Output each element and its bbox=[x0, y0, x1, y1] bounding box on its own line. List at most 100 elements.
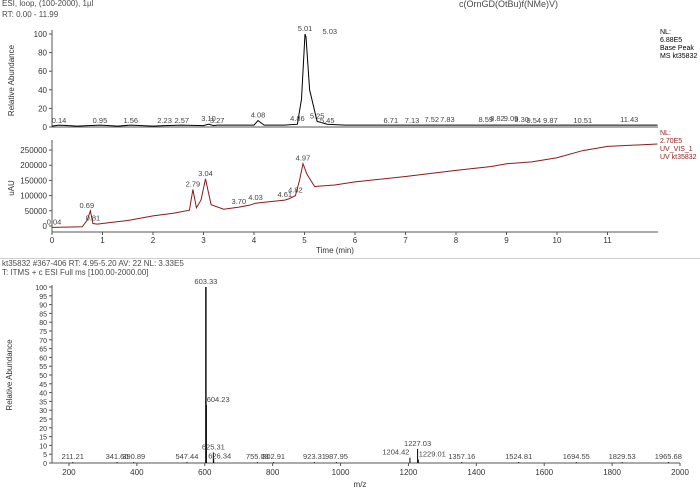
info-line: 6.88E5 bbox=[660, 37, 682, 44]
peak-label: 7.13 bbox=[405, 116, 420, 125]
peak-label: 2.79 bbox=[186, 180, 201, 189]
peak-label: 1229.01 bbox=[419, 449, 446, 458]
y-tick-label: 10 bbox=[39, 443, 47, 450]
peak-label: 7.52 bbox=[424, 115, 439, 124]
source-info: ESI, loop, (100-2000), 1µl bbox=[2, 0, 94, 8]
info-line: UV kt35832 bbox=[660, 154, 697, 161]
y-tick-label: 50 bbox=[39, 373, 47, 380]
y-tick-label: 100 bbox=[34, 30, 48, 39]
peak-label: 1.56 bbox=[123, 116, 138, 125]
uv-chromatogram: 0 50000 100000 150000 200000 250000 uAU 0 1 2 3 4 5 6… bbox=[7, 130, 697, 255]
y-tick-label: 45 bbox=[39, 382, 47, 389]
peak-label: 9.87 bbox=[543, 116, 558, 125]
peak-label: 9.30 bbox=[514, 115, 529, 124]
x-tick-label: 200 bbox=[62, 468, 76, 477]
peak-label: 390.89 bbox=[122, 452, 145, 461]
peak-label: 7.83 bbox=[440, 115, 455, 124]
peak-label: 9.09 bbox=[504, 114, 519, 123]
panel-divider bbox=[0, 258, 700, 259]
peak-label: 5.25 bbox=[310, 111, 325, 120]
peak-label: 626.34 bbox=[208, 451, 231, 460]
x-tick-label: 4 bbox=[252, 236, 257, 245]
info-line: Base Peak bbox=[660, 45, 694, 52]
y-tick-label: 95 bbox=[39, 294, 47, 301]
x-tick-label: 2 bbox=[151, 236, 156, 245]
peak-label: 4.82 bbox=[288, 186, 303, 195]
peak-label: 0.81 bbox=[86, 214, 101, 223]
peak-label: 3.27 bbox=[210, 116, 225, 125]
peak-label: 4.97 bbox=[296, 154, 311, 163]
compound-name: c(OrnGD(OtBu)f(NMe)V) bbox=[459, 0, 558, 9]
x-tick-label: 400 bbox=[130, 468, 144, 477]
y-tick-label: 90 bbox=[39, 303, 47, 310]
y-tick-label: 55 bbox=[39, 364, 47, 371]
x-tick-label: 2000 bbox=[671, 468, 689, 477]
y-tick-label: 30 bbox=[39, 408, 47, 415]
x-axis-label: Time (min) bbox=[316, 246, 354, 255]
y-tick-label: 25 bbox=[39, 417, 47, 424]
peak-label: 625.31 bbox=[202, 442, 225, 451]
peak-label: 604.23 bbox=[207, 395, 230, 404]
x-axis-label: m/z bbox=[354, 480, 367, 489]
peak-label: 4.61 bbox=[278, 190, 293, 199]
peak-label: 5.01 bbox=[298, 24, 313, 33]
peak-label: 4.08 bbox=[251, 110, 266, 119]
y-tick-label: 0 bbox=[43, 123, 48, 132]
info-line: NL: bbox=[660, 130, 671, 137]
peak-label: 2.57 bbox=[174, 116, 189, 125]
mass-spectrum-chart: 0510152025303540455055606570758085909510… bbox=[5, 277, 689, 489]
y-tick-label: 60 bbox=[38, 67, 47, 76]
peak-label: 0.14 bbox=[52, 116, 67, 125]
peak-label: 2.23 bbox=[157, 116, 172, 125]
peak-label: 3.10 bbox=[201, 114, 216, 123]
peak-label: 211.21 bbox=[62, 452, 84, 461]
peak-label: 8.82 bbox=[490, 114, 505, 123]
y-tick-label: 100 bbox=[35, 285, 47, 292]
peak-label: 1524.81 bbox=[505, 452, 532, 461]
peak-label: 1204.42 bbox=[382, 448, 409, 457]
peak-label: 3.04 bbox=[198, 169, 213, 178]
peak-label: 8.59 bbox=[478, 115, 493, 124]
y-tick-label: 35 bbox=[39, 399, 47, 406]
peak-label: 755.03 bbox=[246, 452, 269, 461]
x-tick-label: 9 bbox=[504, 236, 509, 245]
peak-label: 0.69 bbox=[80, 201, 95, 210]
peak-label: 4.03 bbox=[248, 193, 263, 202]
uv-trace-line bbox=[52, 143, 658, 228]
y-tick-label: 20 bbox=[38, 104, 47, 113]
peak-label: 341.60 bbox=[106, 452, 129, 461]
peak-label: 603.33 bbox=[194, 277, 217, 286]
x-tick-label: 0 bbox=[50, 236, 55, 245]
peak-label: 0.04 bbox=[47, 217, 62, 226]
y-axis-label: Relative Abundance bbox=[5, 339, 14, 411]
y-tick-label: 85 bbox=[39, 311, 47, 318]
peak-label: 1694.55 bbox=[563, 452, 590, 461]
y-tick-label: 50000 bbox=[25, 207, 48, 216]
x-tick-label: 6 bbox=[353, 236, 358, 245]
y-tick-label: 0 bbox=[43, 461, 47, 468]
scan-filter: T: ITMS + c ESI Full ms [100.00-2000.00] bbox=[2, 268, 149, 277]
y-tick-label: 15 bbox=[39, 435, 47, 442]
peak-label: 6.71 bbox=[384, 116, 399, 125]
scan-info: kt35832 #367-406 RT: 4.95-5.20 AV: 22 NL… bbox=[2, 259, 184, 268]
x-tick-label: 10 bbox=[553, 236, 562, 245]
info-line: MS kt35832 bbox=[660, 53, 697, 60]
peak-label: 1829.53 bbox=[609, 452, 636, 461]
peak-label: 1357.16 bbox=[448, 452, 475, 461]
x-tick-label: 1 bbox=[100, 236, 105, 245]
peak-label: 1227.03 bbox=[404, 439, 431, 448]
y-axis-label: uAU bbox=[7, 180, 16, 196]
y-axis-label: Relative Abundance bbox=[7, 44, 16, 116]
peak-label: 923.31 bbox=[303, 452, 326, 461]
x-tick-label: 800 bbox=[266, 468, 280, 477]
peak-label: 987.95 bbox=[325, 452, 348, 461]
y-tick-label: 0 bbox=[43, 222, 48, 231]
x-tick-label: 600 bbox=[198, 468, 212, 477]
peak-label: 3.70 bbox=[232, 197, 247, 206]
peak-label: 547.44 bbox=[175, 452, 198, 461]
x-tick-label: 1800 bbox=[603, 468, 621, 477]
ms-base-peak-chromatogram: 0 20 40 60 80 100 Relative Abundance 0.14 0.95 1.… bbox=[7, 24, 697, 132]
x-tick-label: 1600 bbox=[535, 468, 553, 477]
y-tick-label: 65 bbox=[39, 347, 47, 354]
peak-label: 802.91 bbox=[262, 452, 285, 461]
